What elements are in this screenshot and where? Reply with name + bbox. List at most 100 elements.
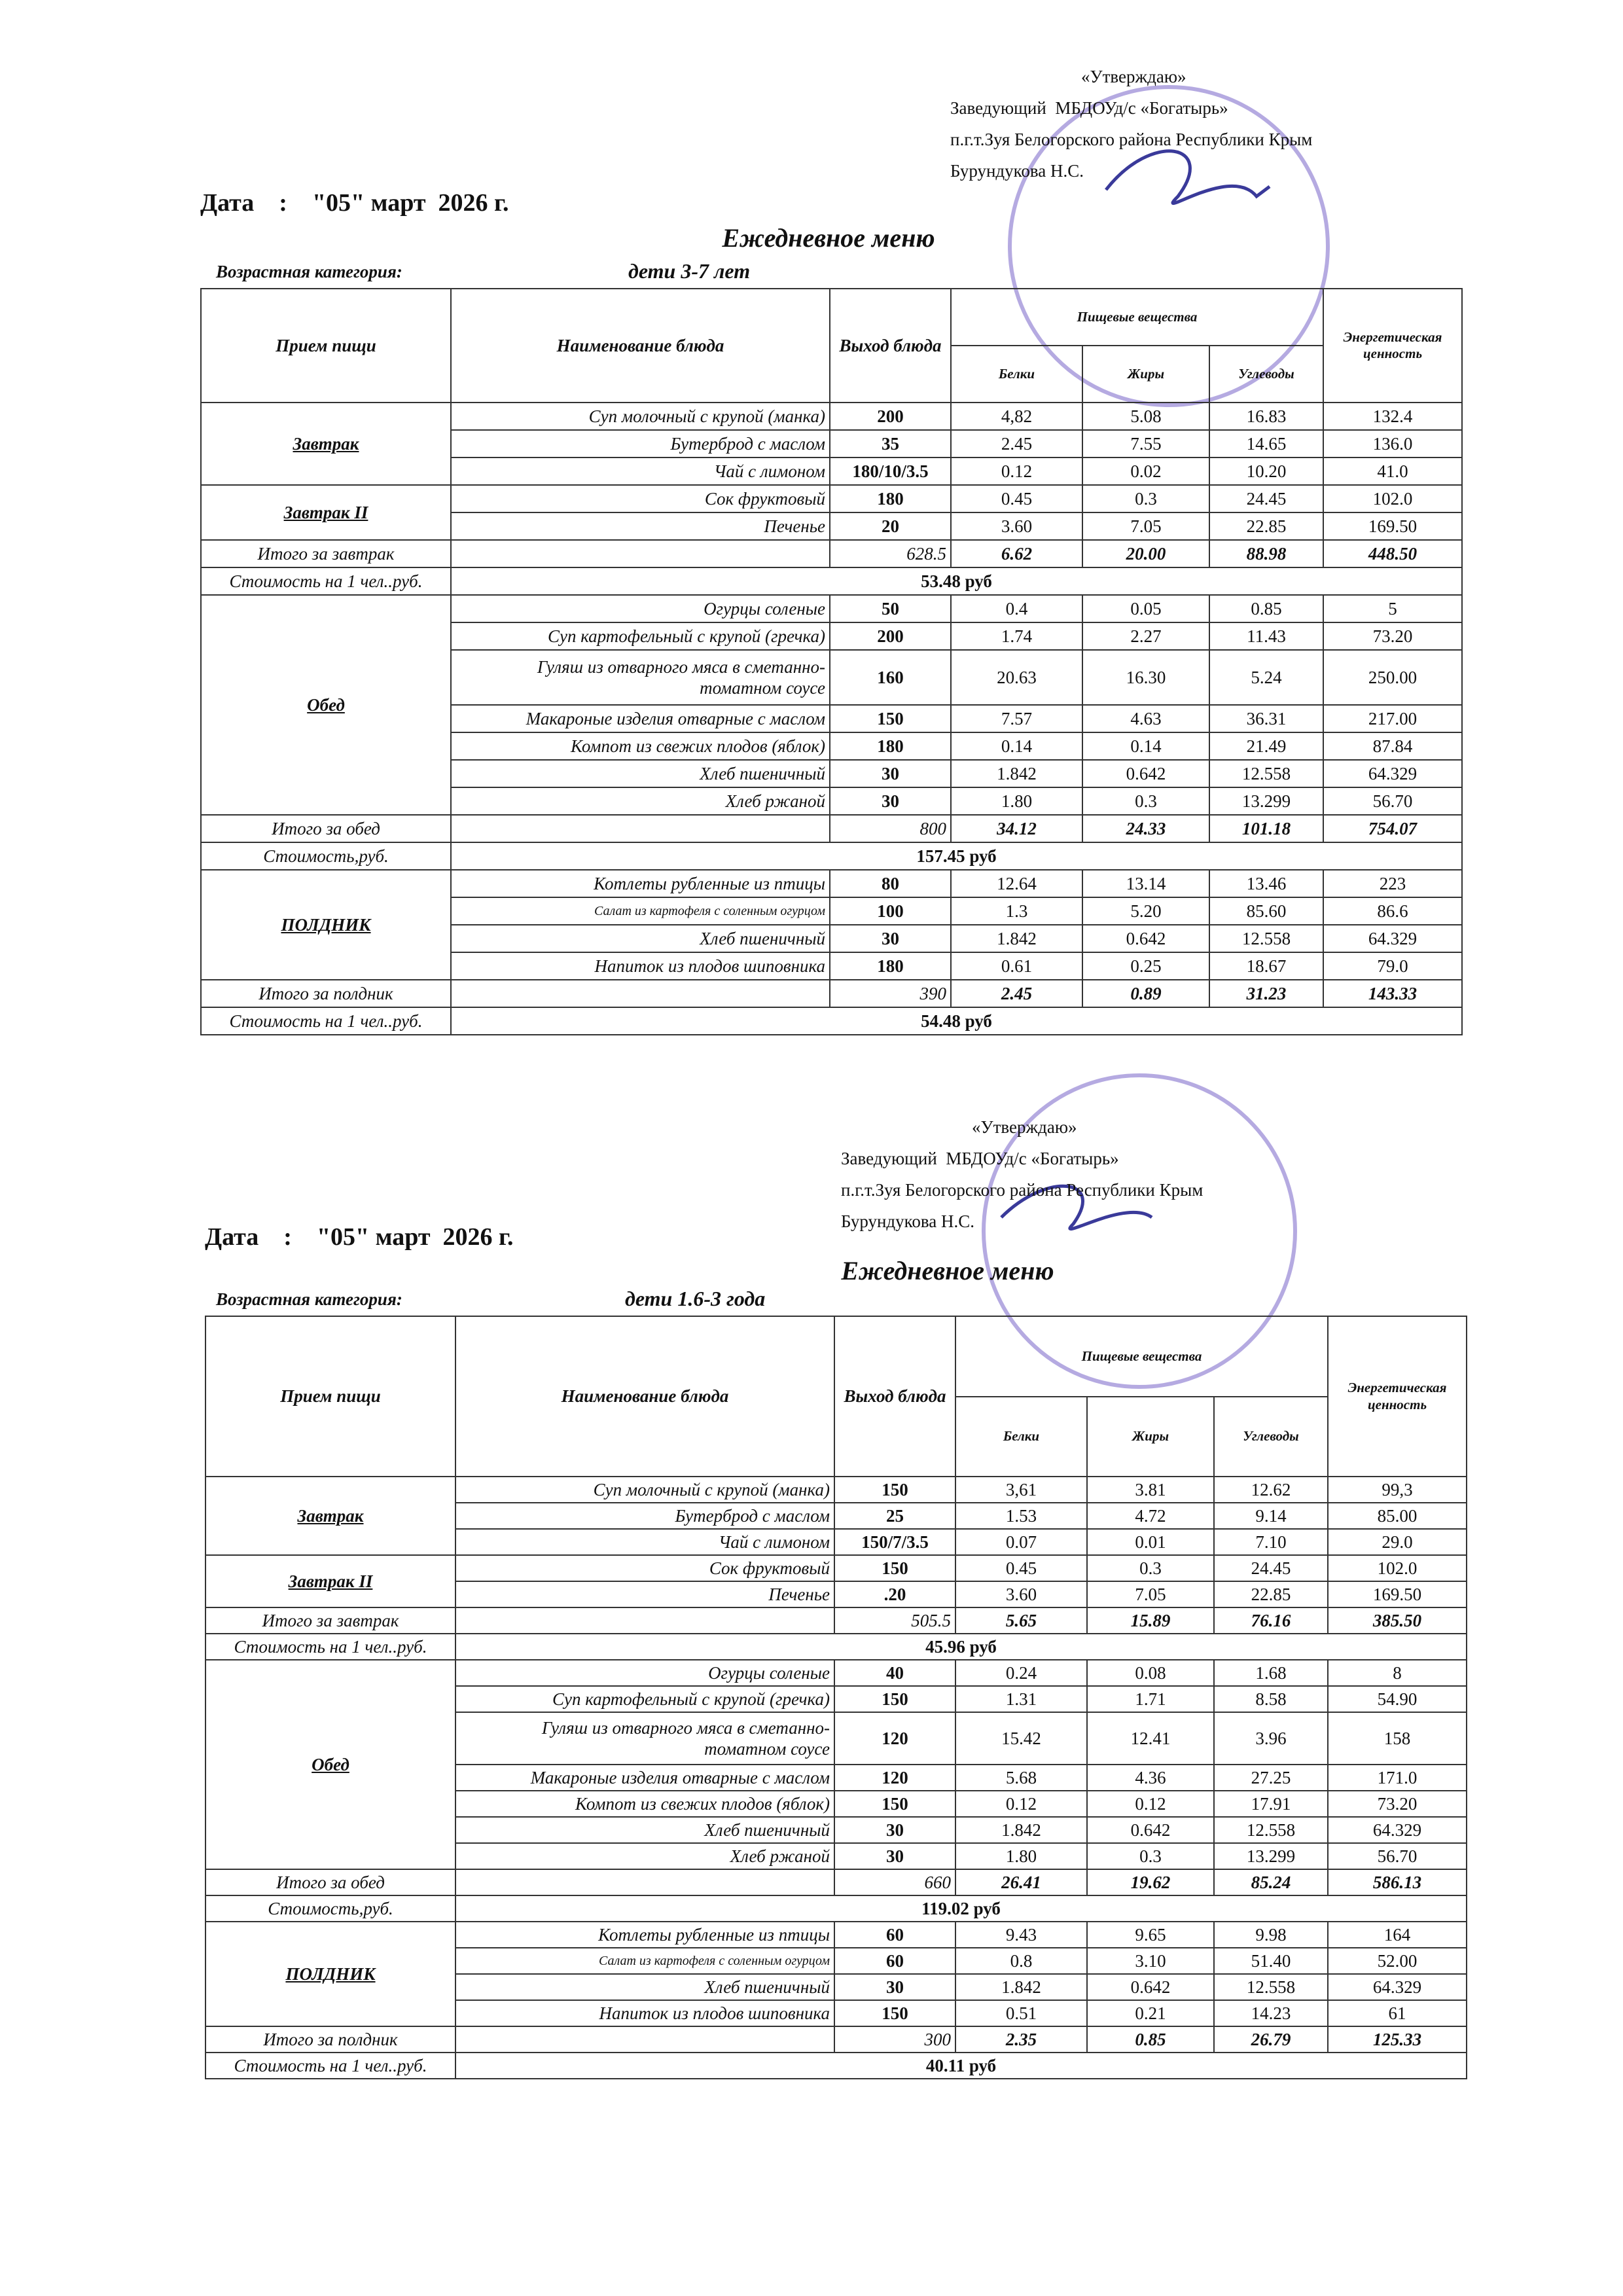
blank-cell [450,979,830,1008]
dish-value: 87.84 [1323,732,1463,761]
dish-value: 30 [834,1842,956,1870]
dish-value: 5 [1323,594,1463,623]
dish-row: Макароные изделия отварные с маслом 150 7.… [201,704,1463,733]
cost-value: 45.96 руб [454,1633,1468,1660]
cost-value: 119.02 руб [454,1895,1468,1922]
dish-row: Хлеб пшеничный 30 1.842 0.642 12.558 64.329 [205,1973,1468,2001]
total-value: 0.85 [1086,2026,1215,2053]
menu-table: Прием пищи Наименование блюда Выход блюда П… [200,288,1463,1035]
dish-value: 120 [834,1764,956,1791]
header-cell: Углеводы [1208,345,1325,403]
total-label: Итого за обед [200,814,452,843]
dish-value: 0.14 [1082,732,1210,761]
dish-value: 0.24 [955,1659,1088,1687]
dish-value: 0.3 [1086,1842,1215,1870]
cost-value: 157.45 руб [450,842,1463,870]
dish-value: 150 [829,704,952,733]
dish-value: 15.42 [955,1712,1088,1765]
dish-row: Гуляш из отварного мяса в сметанно-томат… [201,649,1463,706]
header-row: Прием пищи Наименование блюда Выход блюда П… [200,288,1463,403]
total-label: Итого за полдник [205,2026,456,2053]
dish-value: 132.4 [1323,402,1463,431]
dish-value: 60 [834,1921,956,1948]
dish-value: 25 [834,1502,956,1530]
dish-name: Хлеб пшеничный [450,924,830,953]
dish-value: 64.329 [1327,1973,1468,2001]
dish-value: 9.43 [955,1921,1088,1948]
total-value: 0.89 [1082,979,1210,1008]
dish-value: 73.20 [1323,622,1463,651]
dish-row: Печенье .20 3.60 7.05 22.85 169.50 [205,1581,1468,1608]
dish-value: 1.842 [955,1973,1088,2001]
dish-value: 1.53 [955,1502,1088,1530]
dish-value: 22.85 [1213,1581,1329,1608]
dish-name: Котлеты рубленные из птицы [450,869,830,898]
dish-row: Обед Огурцы соленые 40 0.24 0.08 1.68 8 [205,1659,1468,1870]
dish-value: 13.299 [1213,1842,1329,1870]
cost-label: Стоимость,руб. [205,1895,456,1922]
dish-value: 4,82 [950,402,1083,431]
dish-value: 0.01 [1086,1528,1215,1556]
total-value: 143.33 [1323,979,1463,1008]
dish-value: 1.71 [1086,1685,1215,1713]
dish-value: 4.72 [1086,1502,1215,1530]
meal-cell: Обед [200,594,452,816]
dish-name: Суп молочный с крупой (манка) [450,402,830,431]
header-cell: Прием пищи [205,1316,456,1477]
dish-row: Бутерброд с маслом 35 2.45 7.55 14.65 136.0 [201,429,1463,458]
dish-value: .20 [834,1581,956,1608]
dish-value: 79.0 [1323,952,1463,980]
menu-title: Ежедневное меню [722,223,935,253]
dish-value: 1.842 [950,759,1083,788]
dish-row: Суп картофельный с крупой (гречка) 200 1.7… [201,622,1463,651]
dish-row: Бутерброд с маслом 25 1.53 4.72 9.14 85.00 [205,1502,1468,1530]
total-row: Итого за завтрак 628.5 6.62 20.00 88.98 448.5… [200,539,1463,568]
signature [1105,149,1271,206]
dish-value: 0.05 [1082,594,1210,623]
dish-row: Завтрак Суп молочный с крупой (манка) 200 4… [200,402,1463,486]
dish-name: Хлеб пшеничный [455,1973,835,2001]
cost-row: Стоимость на 1 чел..руб. 45.96 руб [205,1633,1468,1660]
dish-value: 158 [1327,1712,1468,1765]
dish-value: 0.3 [1082,484,1210,513]
dish-value: 0.45 [950,484,1083,513]
approval-line: Бурундукова Н.С. [841,1211,975,1231]
dish-row: Печенье 20 3.60 7.05 22.85 169.50 [201,512,1463,541]
date: Дата : "05" март 2026 г. [200,189,509,217]
dish-value: 150 [834,1554,956,1582]
total-label: Итого за завтрак [205,1607,456,1634]
dish-name: Гуляш из отварного мяса в сметанно-томат… [455,1712,835,1765]
dish-value: 24.45 [1213,1554,1329,1582]
dish-value: 102.0 [1323,484,1463,513]
dish-value: 120 [834,1712,956,1765]
dish-value: 99,3 [1327,1476,1468,1503]
header-cell: Энергетическая ценность [1327,1316,1468,1477]
dish-value: 36.31 [1208,704,1325,733]
total-label: Итого за завтрак [200,539,452,568]
dish-value: 64.329 [1327,1816,1468,1844]
dish-value: 223 [1323,869,1463,898]
approval-line: Заведующий МБДОУд/с «Богатырь» [841,1149,1119,1168]
dish-name: Напиток из плодов шиповника [455,2000,835,2027]
dish-name: Чай с лимоном [450,457,830,486]
meal-cell: Завтрак [200,402,452,486]
blank-cell [455,1869,835,1896]
dish-row: Чай с лимоном 150/7/3.5 0.07 0.01 7.10 29.0 [205,1528,1468,1556]
dish-value: 7.57 [950,704,1083,733]
header-row: Белки Жиры Углеводы [201,345,1462,403]
menu-title: Ежедневное меню [841,1256,1054,1285]
dish-value: 0.61 [950,952,1083,980]
dish-value: 61 [1327,2000,1468,2027]
dish-value: 169.50 [1323,512,1463,541]
dish-value: 0.45 [955,1554,1088,1582]
header-cell: Прием пищи [200,288,452,403]
header-cell: Углеводы [1213,1395,1329,1477]
dish-value: 51.40 [1213,1947,1329,1975]
dish-value: 12.558 [1208,759,1325,788]
dish-value: 27.25 [1213,1764,1329,1791]
dish-value: 1.842 [955,1816,1088,1844]
dish-value: 150 [834,2000,956,2027]
dish-value: 85.60 [1208,897,1325,925]
dish-value: 200 [829,402,952,431]
